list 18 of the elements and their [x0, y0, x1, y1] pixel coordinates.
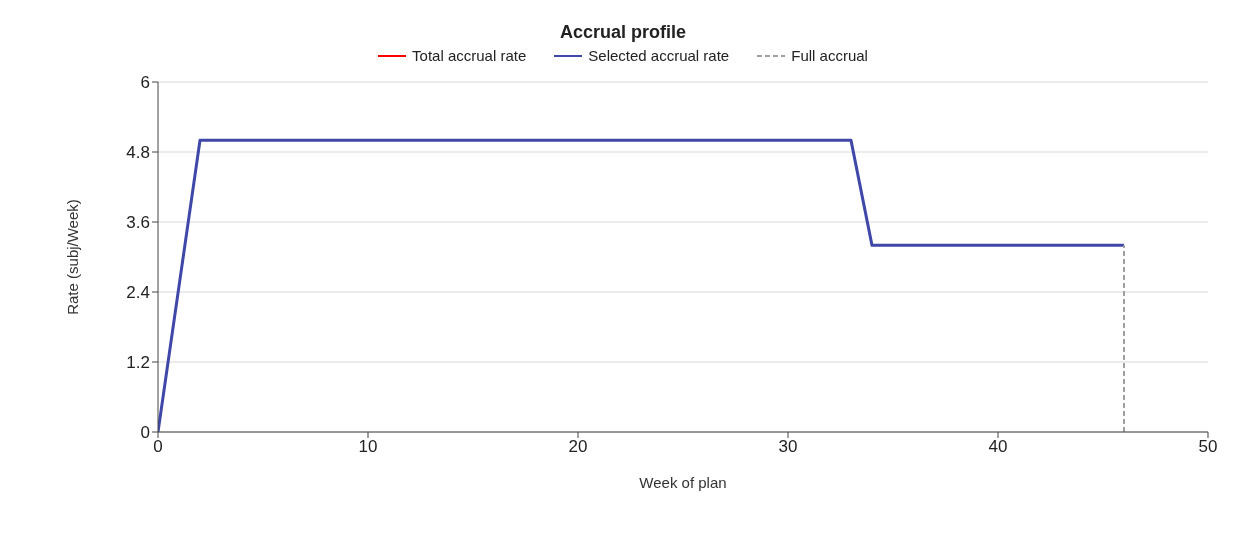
y-tick-label: 1.2	[126, 353, 150, 373]
y-tick-label: 3.6	[126, 213, 150, 233]
y-axis-title: Rate (subj/Week)	[64, 199, 82, 315]
y-tick-label: 2.4	[126, 283, 150, 303]
y-tick-label: 4.8	[126, 143, 150, 163]
x-tick-label: 40	[988, 437, 1008, 457]
legend-label: Full accrual	[791, 47, 868, 64]
x-tick-label: 30	[778, 437, 798, 457]
legend-label: Total accrual rate	[412, 47, 527, 64]
x-tick-label: 10	[358, 437, 378, 457]
x-axis-title: Week of plan	[639, 474, 727, 491]
y-tick-label: 6	[140, 73, 150, 93]
y-tick-label: 0	[140, 423, 150, 443]
legend-label: Selected accrual rate	[588, 47, 730, 64]
x-tick-label: 0	[153, 437, 163, 457]
chart-title: Accrual profile	[558, 22, 687, 43]
x-tick-label: 20	[568, 437, 588, 457]
x-tick-label: 50	[1198, 437, 1218, 457]
